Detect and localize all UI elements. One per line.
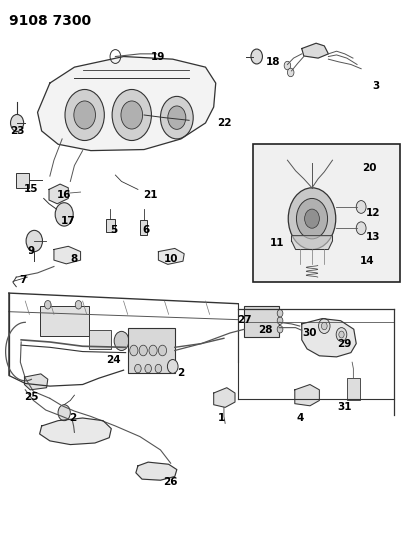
Bar: [140, 220, 147, 235]
Circle shape: [112, 90, 151, 141]
Circle shape: [114, 332, 129, 351]
Text: 15: 15: [24, 184, 39, 195]
Circle shape: [339, 331, 344, 338]
Circle shape: [336, 328, 347, 342]
Text: 22: 22: [217, 118, 231, 128]
Text: 23: 23: [10, 126, 24, 136]
Circle shape: [74, 101, 95, 129]
Circle shape: [145, 365, 151, 373]
Text: 11: 11: [270, 238, 284, 247]
Text: 9108 7300: 9108 7300: [9, 14, 91, 28]
Circle shape: [251, 49, 263, 64]
Text: 8: 8: [71, 254, 78, 263]
Circle shape: [55, 203, 73, 226]
Text: 2: 2: [177, 368, 185, 378]
Polygon shape: [39, 418, 111, 445]
Text: 21: 21: [143, 190, 157, 200]
Polygon shape: [158, 248, 184, 264]
Circle shape: [356, 200, 366, 213]
Bar: [128, 328, 175, 373]
Text: 10: 10: [164, 254, 178, 263]
Text: 17: 17: [61, 216, 76, 227]
Circle shape: [11, 115, 24, 132]
Bar: [253, 144, 400, 282]
Text: 26: 26: [164, 477, 178, 487]
Circle shape: [277, 326, 283, 333]
Polygon shape: [136, 462, 177, 480]
Text: 19: 19: [151, 52, 166, 61]
Circle shape: [167, 360, 178, 373]
Bar: [347, 378, 360, 400]
Text: 27: 27: [237, 314, 252, 325]
Bar: [89, 330, 111, 349]
Circle shape: [168, 106, 186, 130]
Circle shape: [287, 68, 294, 77]
Circle shape: [155, 365, 162, 373]
Text: 24: 24: [106, 354, 121, 365]
Polygon shape: [302, 319, 356, 357]
Polygon shape: [291, 236, 332, 249]
Circle shape: [288, 188, 336, 249]
Circle shape: [149, 345, 157, 356]
Circle shape: [75, 301, 82, 309]
Polygon shape: [49, 184, 68, 204]
Text: 14: 14: [360, 256, 374, 266]
Text: 4: 4: [296, 413, 303, 423]
Circle shape: [58, 405, 70, 421]
Text: 1: 1: [218, 413, 226, 423]
Bar: [106, 219, 115, 232]
Circle shape: [160, 96, 193, 139]
Circle shape: [277, 317, 283, 325]
Circle shape: [158, 345, 166, 356]
Polygon shape: [214, 387, 235, 407]
Bar: [245, 306, 279, 337]
Polygon shape: [24, 374, 48, 390]
Circle shape: [121, 101, 143, 129]
Circle shape: [135, 365, 141, 373]
Polygon shape: [295, 384, 319, 406]
Text: 25: 25: [24, 392, 39, 402]
Circle shape: [284, 61, 291, 70]
Polygon shape: [54, 246, 81, 264]
Text: 20: 20: [362, 163, 376, 173]
Text: 13: 13: [366, 232, 381, 243]
Polygon shape: [37, 56, 216, 151]
Text: 28: 28: [258, 325, 272, 335]
Circle shape: [319, 319, 330, 334]
Circle shape: [321, 322, 327, 330]
Circle shape: [139, 345, 147, 356]
Text: 18: 18: [266, 57, 280, 67]
Circle shape: [44, 301, 51, 309]
Circle shape: [277, 310, 283, 317]
Text: 6: 6: [143, 225, 150, 236]
Circle shape: [296, 198, 328, 239]
Circle shape: [130, 345, 138, 356]
Circle shape: [65, 90, 104, 141]
Circle shape: [26, 230, 42, 252]
Text: 30: 30: [302, 328, 317, 338]
Text: 3: 3: [372, 81, 379, 91]
Text: 5: 5: [110, 225, 117, 236]
Bar: [39, 306, 89, 336]
Text: 31: 31: [337, 402, 352, 413]
Circle shape: [356, 222, 366, 235]
Text: 16: 16: [57, 190, 72, 200]
Bar: [16, 173, 29, 188]
Polygon shape: [302, 43, 328, 58]
Text: 2: 2: [69, 413, 76, 423]
Text: 7: 7: [20, 275, 27, 285]
Text: 9: 9: [28, 246, 35, 255]
Text: 29: 29: [337, 338, 352, 349]
Text: 12: 12: [366, 208, 381, 219]
Circle shape: [305, 209, 319, 228]
